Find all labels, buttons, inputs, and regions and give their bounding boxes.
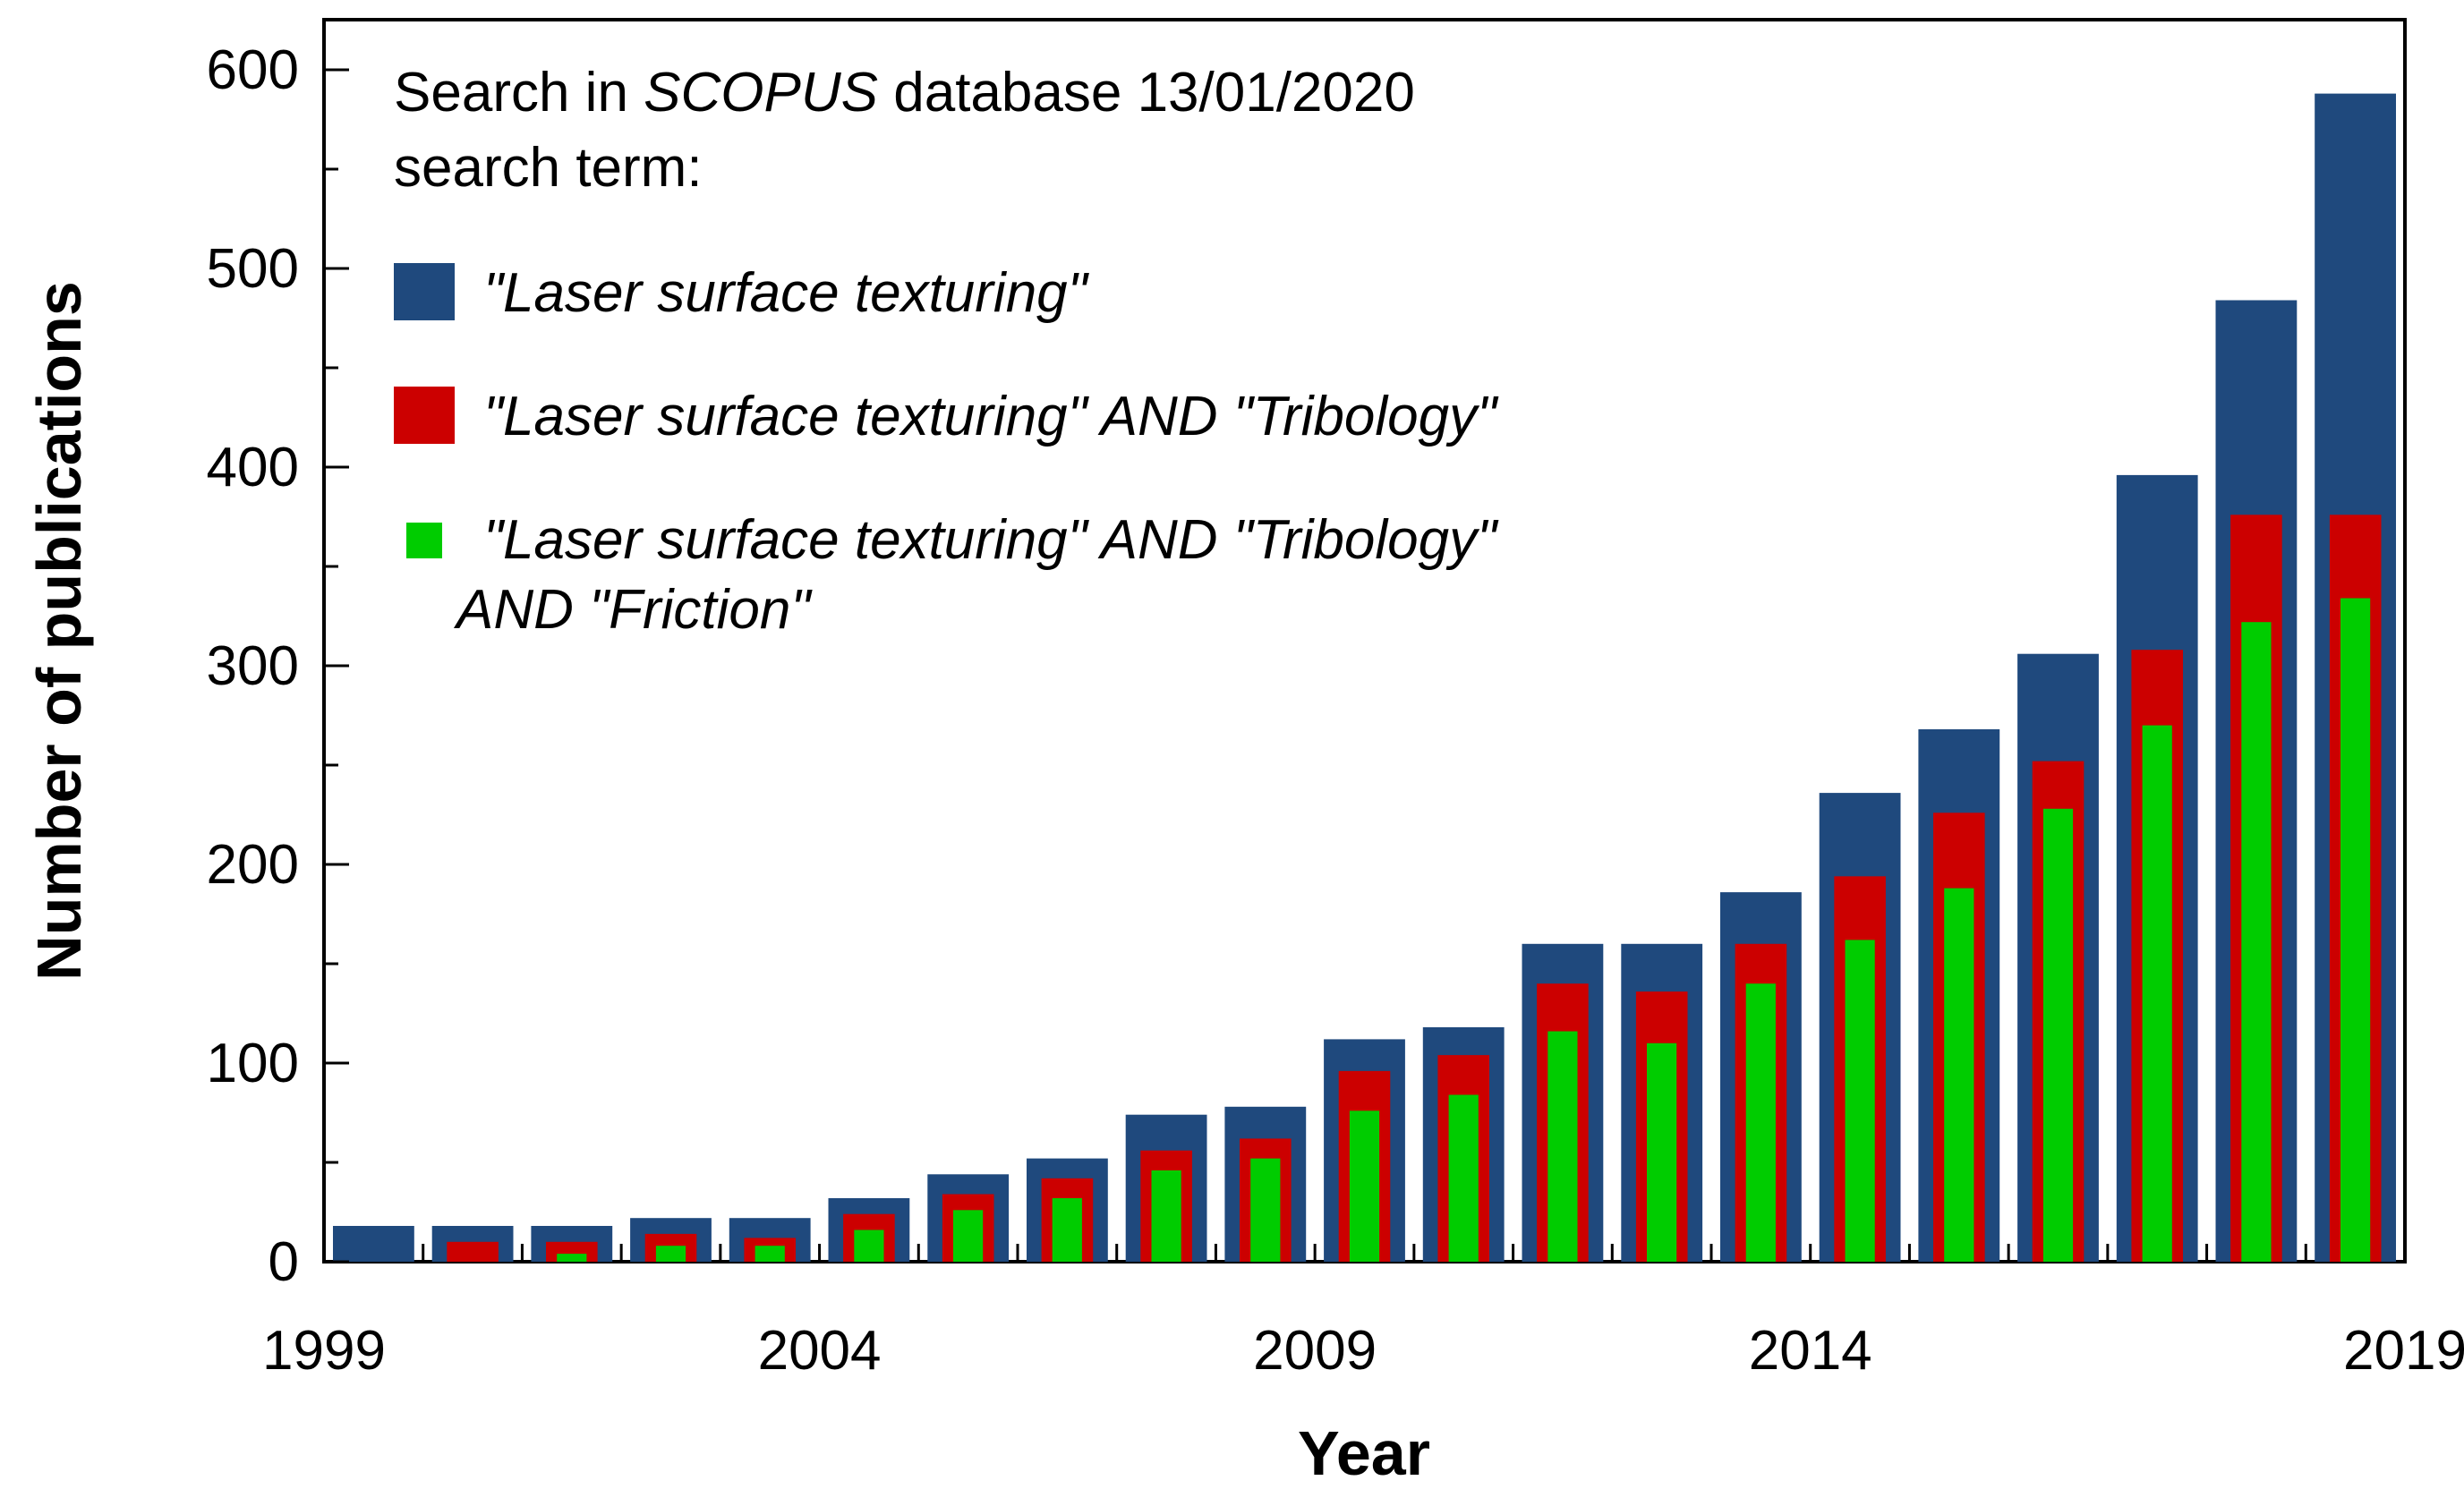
x-axis-title: Year	[1298, 1418, 1430, 1488]
bar-s2-2005	[953, 1210, 984, 1262]
bar-s2-2010	[1448, 1094, 1479, 1262]
bar-s2-2006	[1052, 1198, 1082, 1262]
y-tick-label-200: 200	[207, 834, 299, 896]
legend-header-line2: search term:	[394, 137, 703, 199]
bar-s2-2004	[854, 1229, 884, 1262]
y-axis-title: Number of publications	[24, 281, 94, 981]
bar-s2-2001	[557, 1254, 587, 1262]
legend-header-line1: Search in SCOPUS database 13/01/2020	[394, 62, 1415, 123]
bar-s2-2003	[755, 1246, 785, 1262]
x-tick-label-2014: 2014	[1749, 1320, 1872, 1382]
bar-s2-2014	[1845, 940, 1875, 1262]
bar-s2-2012	[1647, 1042, 1677, 1262]
bar-s0-1999	[333, 1226, 414, 1262]
bar-s2-2009	[1349, 1110, 1380, 1262]
legend-entry-laser-surface-texturing: "Laser surface texturing"	[483, 262, 1090, 324]
legend-swatch-laser-surface-texturing	[394, 263, 455, 320]
y-tick-label-300: 300	[207, 635, 299, 697]
bars-group	[333, 93, 2396, 1263]
legend-entry-friction-line2: AND "Friction"	[453, 579, 813, 641]
bar-s1-2000	[447, 1241, 499, 1262]
y-tick-label-500: 500	[207, 238, 299, 300]
bar-s2-2015	[1944, 888, 1974, 1262]
legend-swatch-tribology	[394, 387, 455, 444]
x-ticks-group: 1999 2004 2009 2014 2019	[262, 1244, 2464, 1382]
bar-s2-2017	[2142, 725, 2172, 1262]
legend-entry-friction-line1: "Laser surface texturing" AND "Tribology…	[483, 509, 1499, 571]
y-tick-label-100: 100	[207, 1033, 299, 1094]
legend: Search in SCOPUS database 13/01/2020 sea…	[394, 62, 1499, 641]
y-ticks-group: 0 100 200 300 400 500 600	[207, 39, 349, 1293]
x-tick-label-2019: 2019	[2343, 1320, 2464, 1382]
x-tick-label-1999: 1999	[262, 1320, 386, 1382]
bar-s2-2013	[1745, 983, 1776, 1262]
y-tick-label-0: 0	[269, 1231, 299, 1293]
y-tick-label-600: 600	[207, 39, 299, 101]
bar-s2-2019	[2340, 598, 2371, 1262]
bar-s2-2008	[1250, 1158, 1281, 1262]
bar-s2-2016	[2042, 808, 2074, 1262]
bar-s2-2011	[1547, 1031, 1578, 1262]
bar-s2-2002	[655, 1246, 686, 1262]
bar-s2-2018	[2241, 622, 2272, 1262]
bar-s2-2007	[1151, 1170, 1181, 1262]
legend-entry-tribology: "Laser surface texturing" AND "Tribology…	[483, 386, 1499, 447]
y-tick-label-400: 400	[207, 437, 299, 498]
x-tick-label-2009: 2009	[1253, 1320, 1377, 1382]
legend-swatch-friction	[406, 523, 442, 558]
x-tick-label-2004: 2004	[758, 1320, 882, 1382]
